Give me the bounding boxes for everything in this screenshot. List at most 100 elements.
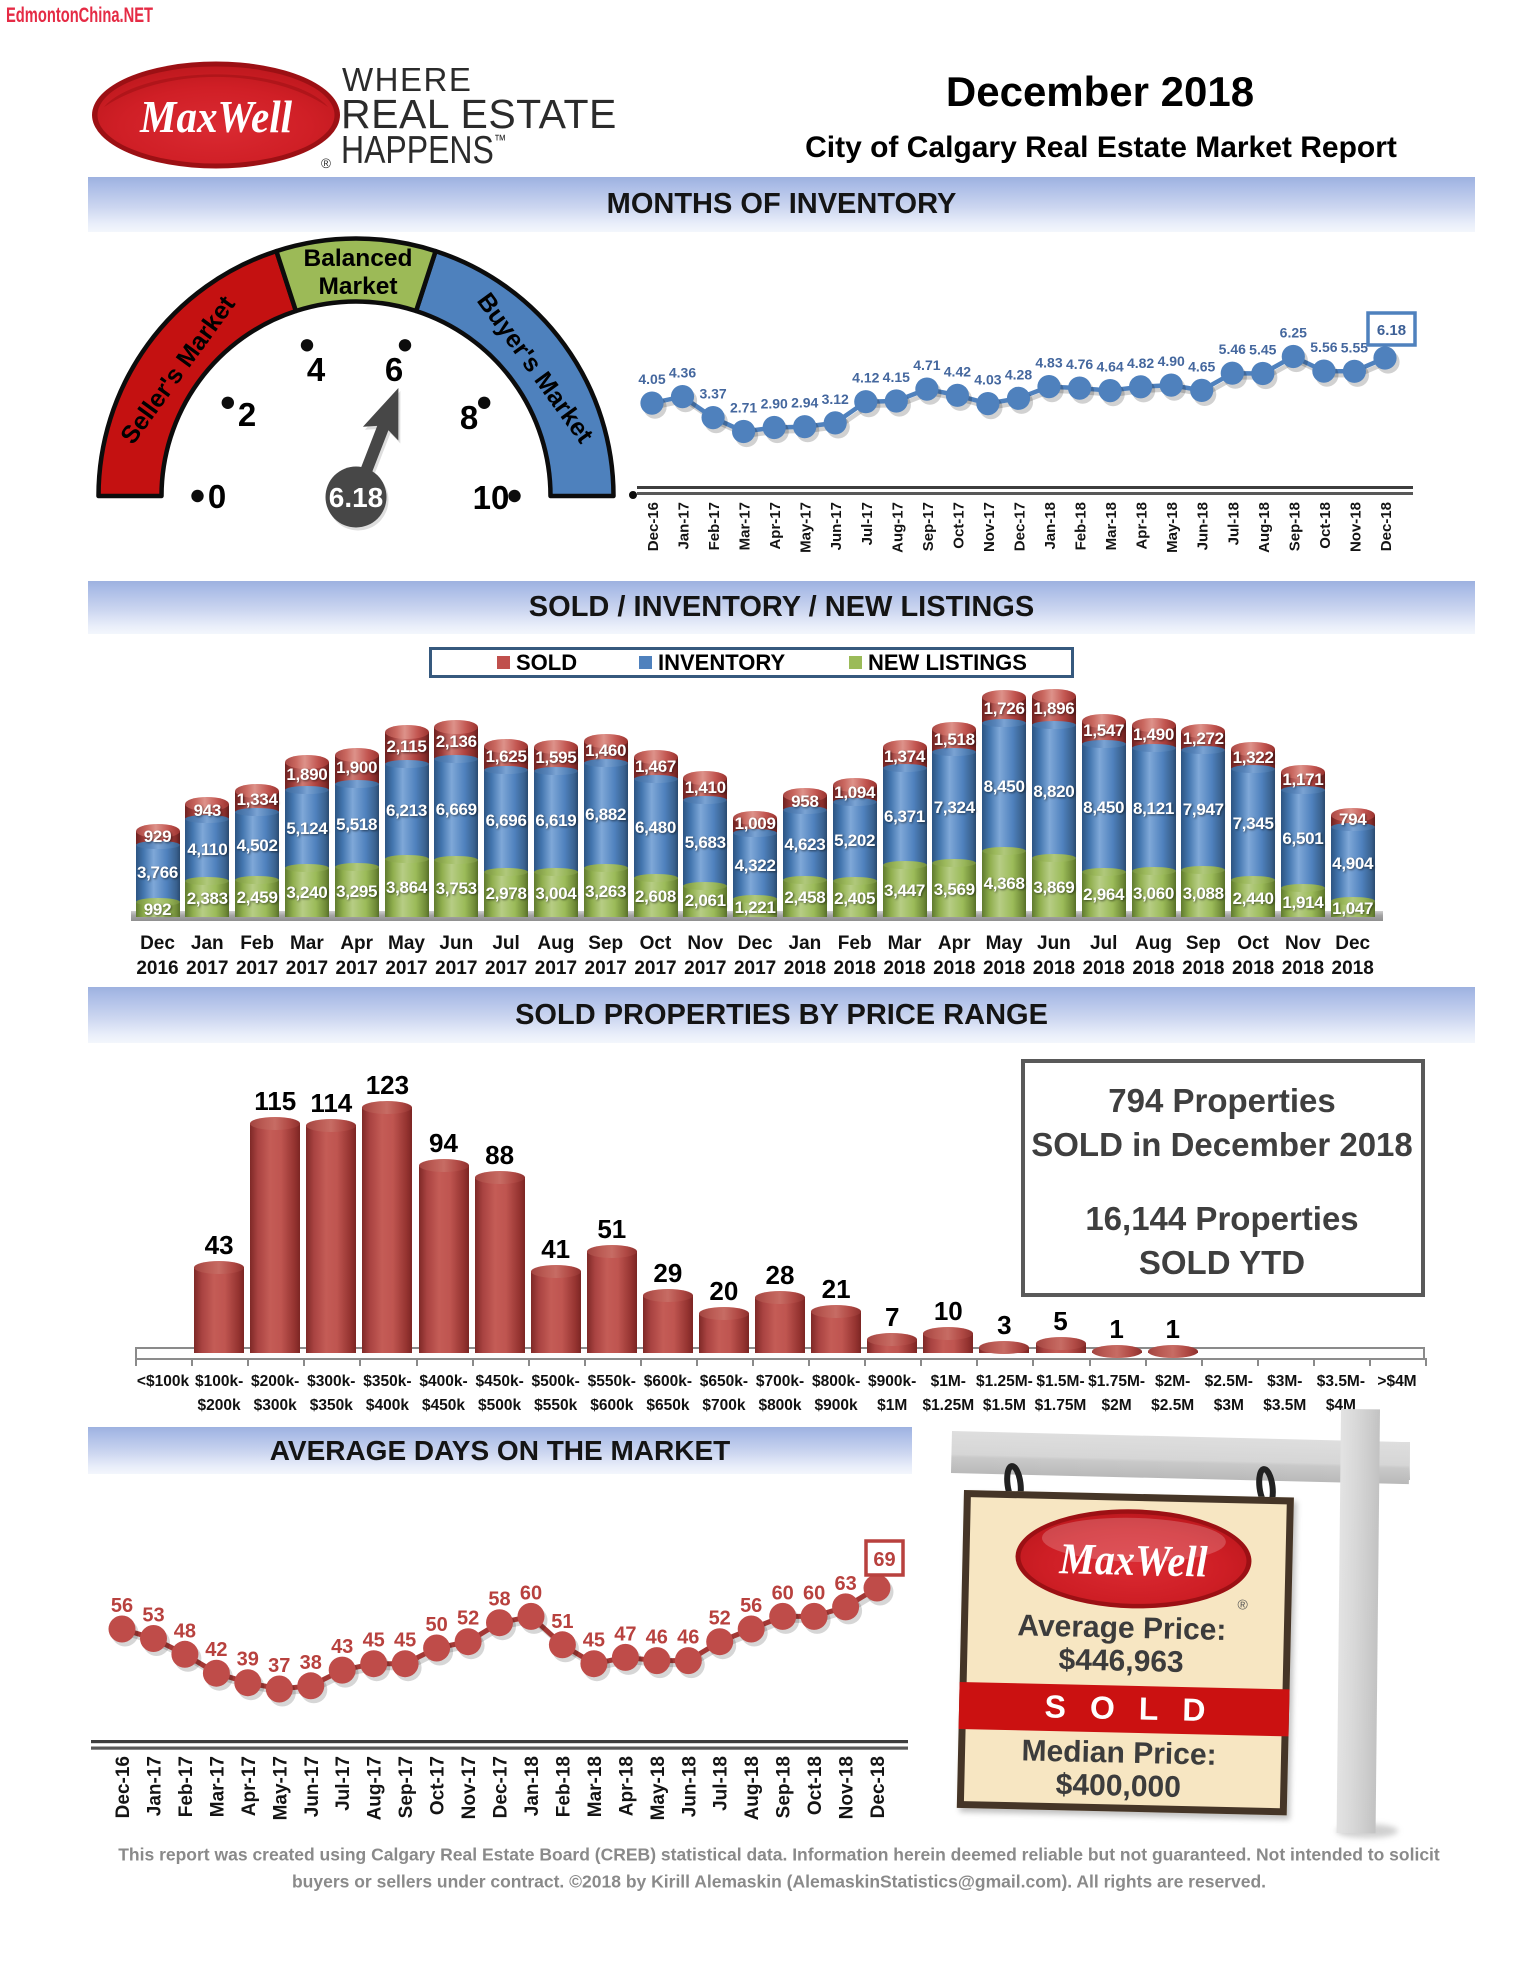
svg-text:Sep-18: Sep-18 [1286,502,1303,551]
svg-text:Mar-17: Mar-17 [207,1756,228,1817]
svg-text:May-17: May-17 [798,502,815,553]
svg-text:45: 45 [394,1630,416,1652]
svg-text:38: 38 [300,1652,322,1674]
svg-text:56: 56 [111,1595,133,1617]
svg-text:Mar-18: Mar-18 [1103,502,1120,550]
svg-text:May-18: May-18 [1164,502,1181,553]
svg-text:4: 4 [307,351,326,388]
svg-text:43: 43 [331,1636,353,1658]
svg-text:6.25: 6.25 [1280,325,1307,341]
svg-text:Mar-17: Mar-17 [737,502,754,550]
svg-text:2.90: 2.90 [761,396,788,412]
svg-text:4.12: 4.12 [852,370,879,386]
svg-text:Oct-18: Oct-18 [1317,502,1334,549]
svg-text:8: 8 [460,399,478,436]
svg-text:Nov-18: Nov-18 [1347,502,1364,552]
svg-text:2: 2 [238,396,256,433]
svg-text:39: 39 [237,1649,259,1671]
svg-text:10: 10 [473,479,510,516]
svg-text:Nov-17: Nov-17 [981,502,998,552]
svg-text:Market: Market [319,273,398,300]
svg-text:Jul-18: Jul-18 [711,1756,732,1811]
svg-text:6.18: 6.18 [1377,322,1406,339]
svg-text:Dec-18: Dec-18 [1378,502,1395,551]
svg-text:4.64: 4.64 [1096,359,1123,375]
svg-text:60: 60 [803,1582,825,1604]
svg-text:Apr-18: Apr-18 [1134,502,1151,550]
svg-text:Apr-18: Apr-18 [616,1756,637,1816]
svg-text:47: 47 [614,1623,636,1645]
svg-text:4.82: 4.82 [1127,355,1154,371]
svg-text:Feb-18: Feb-18 [553,1756,574,1817]
svg-text:May-17: May-17 [270,1756,291,1820]
svg-text:MaxWell: MaxWell [139,91,292,142]
svg-text:Feb-18: Feb-18 [1073,502,1090,550]
svg-text:Oct-17: Oct-17 [950,502,967,549]
svg-text:Oct-18: Oct-18 [805,1756,826,1815]
svg-text:4.28: 4.28 [1005,366,1032,382]
svg-text:Jul-17: Jul-17 [859,502,876,545]
svg-text:46: 46 [677,1627,699,1649]
svg-text:Aug-18: Aug-18 [742,1756,763,1820]
svg-text:51: 51 [551,1611,573,1633]
svg-text:52: 52 [709,1608,731,1630]
svg-text:4.05: 4.05 [638,371,665,387]
svg-text:3.37: 3.37 [699,386,726,402]
svg-text:Nov-18: Nov-18 [837,1756,858,1819]
svg-text:45: 45 [583,1630,605,1652]
svg-text:52: 52 [457,1608,479,1630]
svg-text:5.56: 5.56 [1310,339,1337,355]
svg-text:4.36: 4.36 [669,365,696,381]
svg-text:Jan-18: Jan-18 [1042,502,1059,550]
svg-text:Balanced: Balanced [304,245,413,272]
svg-text:4.15: 4.15 [883,369,910,385]
svg-text:46: 46 [646,1627,668,1649]
svg-text:69: 69 [873,1549,895,1571]
svg-text:4.83: 4.83 [1035,355,1062,371]
svg-text:Aug-17: Aug-17 [889,502,906,553]
svg-text:2.94: 2.94 [791,395,818,411]
svg-text:50: 50 [425,1614,447,1636]
svg-text:63: 63 [834,1573,856,1595]
svg-text:45: 45 [363,1630,385,1652]
svg-text:Jan-18: Jan-18 [522,1756,543,1816]
svg-text:4.76: 4.76 [1066,356,1093,372]
svg-text:6.18: 6.18 [329,482,384,513]
svg-text:4.65: 4.65 [1188,358,1215,374]
svg-text:48: 48 [174,1620,196,1642]
svg-text:37: 37 [268,1655,290,1677]
svg-text:Nov-17: Nov-17 [459,1756,480,1819]
svg-text:5.45: 5.45 [1249,342,1276,358]
svg-text:4.71: 4.71 [913,357,940,373]
svg-text:Oct-17: Oct-17 [428,1756,449,1815]
svg-text:Feb-17: Feb-17 [706,502,723,550]
svg-text:Dec-16: Dec-16 [113,1756,134,1818]
svg-text:4.42: 4.42 [944,363,971,379]
svg-text:0: 0 [208,478,226,515]
svg-text:Sep-17: Sep-17 [396,1756,417,1818]
svg-text:Dec-17: Dec-17 [491,1756,512,1818]
svg-text:4.90: 4.90 [1158,353,1185,369]
svg-text:56: 56 [740,1595,762,1617]
svg-text:5.46: 5.46 [1219,341,1246,357]
svg-text:MaxWell: MaxWell [1058,1534,1209,1586]
svg-text:Aug-18: Aug-18 [1256,502,1273,553]
svg-text:Jun-18: Jun-18 [1195,502,1212,550]
svg-text:Dec-17: Dec-17 [1012,502,1029,551]
svg-text:60: 60 [520,1582,542,1604]
svg-text:60: 60 [772,1582,794,1604]
svg-text:Jul-18: Jul-18 [1225,502,1242,545]
svg-text:Jan-17: Jan-17 [145,1756,166,1816]
svg-text:Jul-17: Jul-17 [333,1756,354,1811]
svg-text:Jun-17: Jun-17 [302,1756,323,1817]
svg-text:53: 53 [142,1605,164,1627]
svg-text:Aug-17: Aug-17 [365,1756,386,1820]
svg-text:42: 42 [205,1639,227,1661]
svg-text:5.55: 5.55 [1341,339,1368,355]
svg-text:May-18: May-18 [648,1756,669,1820]
svg-text:Mar-18: Mar-18 [585,1756,606,1817]
svg-text:Feb-17: Feb-17 [176,1756,197,1817]
svg-text:Apr-17: Apr-17 [767,502,784,550]
svg-text:Jun-17: Jun-17 [828,502,845,550]
svg-text:Jun-18: Jun-18 [679,1756,700,1817]
